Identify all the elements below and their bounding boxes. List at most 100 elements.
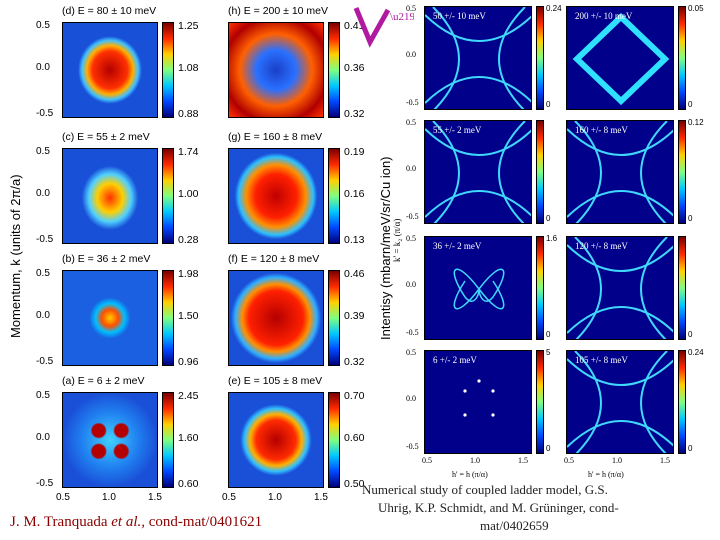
left-panel-title: (a) E = 6 ± 2 meV — [62, 375, 145, 387]
dispersion-curves — [463, 379, 495, 417]
left-colorbar — [328, 392, 340, 488]
left-x-tick: 0.5 — [222, 492, 236, 503]
left-heatmap-panel — [62, 270, 158, 366]
dispersion-branch — [498, 7, 526, 109]
dispersion-point — [463, 413, 467, 417]
right-y-tick: 0.5 — [406, 348, 416, 357]
right-y-tick: 0.0 — [406, 50, 416, 59]
dispersion-branch — [574, 351, 602, 453]
left-colorbar-value: 1.00 — [178, 188, 199, 200]
left-colorbar — [162, 270, 174, 366]
right-x-tick: 0.5 — [422, 456, 432, 465]
right-y-axis-label: k' = k₂ (π/α) — [392, 218, 402, 262]
left-colorbar — [328, 148, 340, 244]
left-colorbar-value: 0.32 — [344, 356, 365, 368]
left-x-tick: 1.5 — [148, 492, 162, 503]
left-colorbar-value: 1.08 — [178, 62, 199, 74]
left-colorbar-value: 2.45 — [178, 390, 199, 402]
right-panel-title: 200 +/- 10 meV — [575, 11, 633, 21]
dispersion-branch — [432, 121, 460, 223]
left-x-tick: 1.5 — [314, 492, 328, 503]
right-y-tick: 0.5 — [406, 118, 416, 127]
left-y-tick: 0.0 — [36, 432, 50, 443]
right-y-tick: -0.5 — [406, 442, 419, 451]
left-colorbar-value: 0.16 — [344, 188, 365, 200]
dispersion-branch — [567, 420, 673, 448]
right-y-tick: -0.5 — [406, 328, 419, 337]
left-x-tick: 0.5 — [56, 492, 70, 503]
left-y-tick: 0.5 — [36, 20, 50, 31]
right-colorbar-min: 0 — [688, 444, 693, 453]
right-x-axis-label-left: h' = h (π/α) — [452, 470, 488, 479]
left-panel-title: (b) E = 36 ± 2 meV — [62, 253, 151, 265]
left-colorbar — [328, 270, 340, 366]
dispersion-branch — [572, 12, 670, 106]
left-x-tick: 1.0 — [268, 492, 282, 503]
dispersion-branch — [567, 128, 673, 156]
colorbar-axis-label: Intentisy (mbarn/meV/sr/Cu ion) — [378, 156, 393, 340]
right-panel-title: 36 +/- 2 meV — [433, 241, 482, 251]
right-colorbar — [678, 120, 686, 224]
right-dispersion-panel: 36 +/- 2 meV — [424, 236, 532, 340]
right-colorbar-min: 0 — [546, 100, 551, 109]
dispersion-branch — [425, 190, 531, 218]
dispersion-curves — [425, 121, 531, 223]
left-colorbar-value: 1.25 — [178, 20, 199, 32]
right-dispersion-panel: 120 +/- 8 meV — [566, 236, 674, 340]
right-colorbar-max: 0.24 — [546, 4, 562, 13]
right-x-tick: 1.0 — [612, 456, 622, 465]
left-y-tick: -0.5 — [36, 234, 54, 245]
left-colorbar-value: 1.74 — [178, 146, 199, 158]
right-dispersion-panel: 160 +/- 8 meV — [566, 120, 674, 224]
right-colorbar — [536, 236, 544, 340]
dispersion-curves — [567, 237, 673, 339]
right-colorbar-min: 0 — [688, 330, 693, 339]
right-colorbar-min: 0 — [546, 444, 551, 453]
dispersion-branch — [478, 268, 505, 302]
left-heatmap-panel — [62, 148, 158, 244]
right-dispersion-panel: 105 +/- 8 meV — [566, 350, 674, 454]
left-heatmap-panel — [62, 392, 158, 488]
right-colorbar-max: 1.6 — [546, 234, 558, 243]
right-y-tick: -0.5 — [406, 212, 419, 221]
right-dispersion-panel: 200 +/- 10 meV — [566, 6, 674, 110]
left-caption-ref: cond-mat/0401621 — [145, 514, 263, 530]
dispersion-branch — [567, 190, 673, 218]
right-colorbar-max: 0.12 — [688, 118, 704, 127]
right-panel-title: 50 +/- 10 meV — [433, 11, 486, 21]
left-heatmap-panel — [228, 270, 324, 366]
dispersion-curves — [453, 268, 505, 310]
right-caption-line-1: Numerical study of coupled ladder model,… — [362, 482, 608, 497]
right-colorbar — [678, 6, 686, 110]
left-x-tick: 1.0 — [102, 492, 116, 503]
right-y-tick: -0.5 — [406, 98, 419, 107]
right-colorbar-min: 0 — [688, 100, 693, 109]
dispersion-point — [463, 389, 467, 393]
arrow-icon: \u2190 — [353, 7, 414, 48]
dispersion-branch — [574, 237, 602, 339]
dispersion-branch — [574, 121, 602, 223]
left-colorbar-value: 0.32 — [344, 108, 365, 120]
left-colorbar-value: 0.36 — [344, 62, 365, 74]
right-y-tick: 0.0 — [406, 394, 416, 403]
right-colorbar-min: 0 — [688, 214, 693, 223]
left-y-tick: -0.5 — [36, 356, 54, 367]
right-caption-line-2: Uhrig, K.P. Schmidt, and M. Grüninger, c… — [378, 500, 619, 515]
left-colorbar-value: 0.19 — [344, 146, 365, 158]
left-colorbar-value: 0.60 — [178, 478, 199, 490]
left-panel-title: (f) E = 120 ± 8 meV — [228, 253, 320, 265]
right-x-tick: 1.0 — [470, 456, 480, 465]
right-colorbar — [536, 6, 544, 110]
dispersion-branch — [432, 7, 460, 109]
left-colorbar — [162, 148, 174, 244]
right-colorbar-min: 0 — [546, 330, 551, 339]
dispersion-point — [491, 413, 495, 417]
left-colorbar-value: 0.39 — [344, 310, 365, 322]
right-panel-title: 6 +/- 2 meV — [433, 355, 477, 365]
right-x-tick: 1.5 — [660, 456, 670, 465]
left-colorbar-value: 0.96 — [178, 356, 199, 368]
dispersion-branch — [567, 306, 673, 334]
right-caption-line-3: mat/0402659 — [480, 518, 549, 533]
right-x-tick: 0.5 — [564, 456, 574, 465]
left-panel-title: (e) E = 105 ± 8 meV — [228, 375, 323, 387]
